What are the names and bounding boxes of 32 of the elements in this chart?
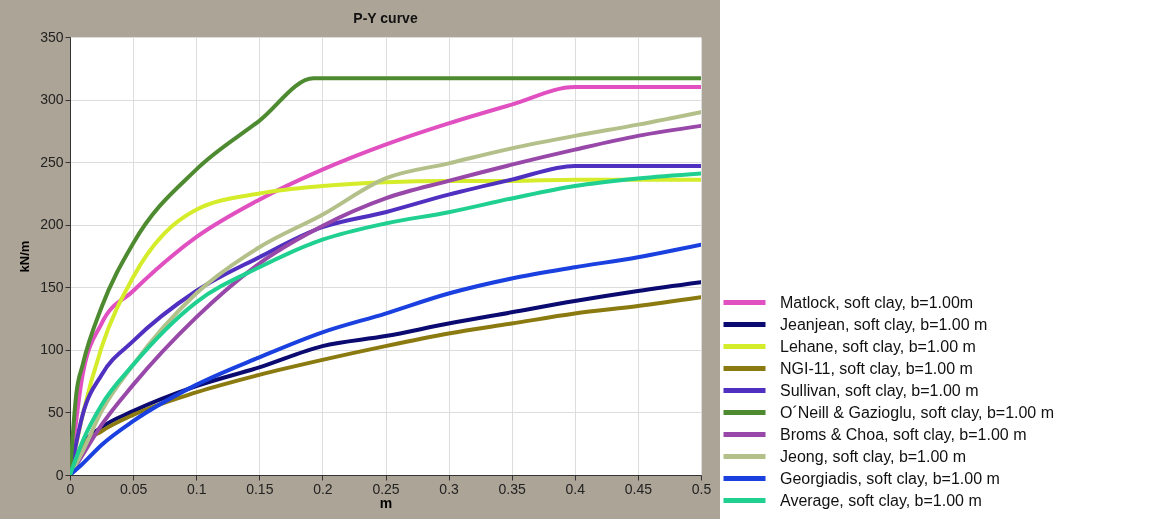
x-tick-label: 0.15 <box>246 480 274 497</box>
x-tick-label: 0.05 <box>119 480 148 497</box>
x-tick-label: 0.45 <box>624 480 653 497</box>
y-tick-label: 100 <box>40 341 64 358</box>
x-tick-label: 0 <box>66 480 75 497</box>
y-tick-label: 300 <box>40 91 64 108</box>
y-tick-label: 150 <box>40 278 64 295</box>
y-tick-label: 50 <box>47 403 64 420</box>
y-tick-label: 200 <box>40 216 64 233</box>
legend-label: Average, soft clay, b=1.00 m <box>780 491 982 509</box>
y-tick-label: 0 <box>55 466 64 483</box>
chart-title: P-Y curve <box>353 10 418 26</box>
y-tick-label: 250 <box>40 153 64 170</box>
legend-label: Jeong, soft clay, b=1.00 m <box>780 447 967 465</box>
legend-label: Lehane, soft clay, b=1.00 m <box>780 337 976 355</box>
legend-label: Georgiadis, soft clay, b=1.00 m <box>780 469 1000 487</box>
x-tick-label: 0.4 <box>565 480 586 497</box>
legend-label: Jeanjean, soft clay, b=1.00 m <box>780 315 988 333</box>
legend-label: NGI-11, soft clay, b=1.00 m <box>780 359 973 377</box>
x-tick-label: 0.3 <box>439 480 460 497</box>
x-tick-label: 0.25 <box>372 480 400 497</box>
y-axis-title: kN/m <box>17 240 33 273</box>
x-tick-label: 0.35 <box>498 480 527 497</box>
y-tick-label: 350 <box>40 28 64 45</box>
x-tick-label: 0.5 <box>691 480 712 497</box>
legend-label: Sullivan, soft clay, b=1.00 m <box>780 381 979 399</box>
legend-label: O´Neill & Gazioglu, soft clay, b=1.00 m <box>780 403 1055 421</box>
legend-label: Broms & Choa, soft clay, b=1.00 m <box>780 425 1027 443</box>
x-axis-title: m <box>379 494 393 511</box>
legend-label: Matlock, soft clay, b=1.00m <box>780 293 974 311</box>
x-tick-label: 0.1 <box>186 480 207 497</box>
x-tick-label: 0.2 <box>313 480 333 497</box>
